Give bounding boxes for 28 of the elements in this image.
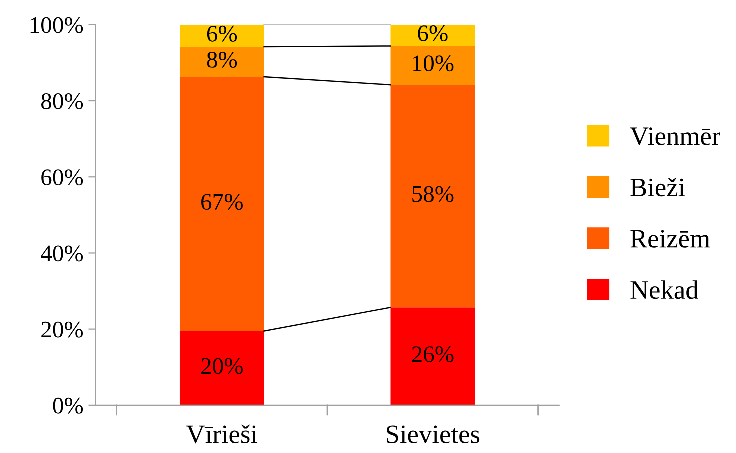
bar xyxy=(390,46,476,86)
x-tick-label: Sievietes xyxy=(387,426,480,444)
y-tick-label: 20% xyxy=(42,322,84,338)
bar xyxy=(180,24,264,47)
legend-label: Vienmēr xyxy=(630,128,720,146)
y-tick-label: 40% xyxy=(41,246,84,262)
y-tick-label: 80% xyxy=(41,94,84,110)
data-label: 26% xyxy=(412,346,454,363)
legend-label: Bieži xyxy=(630,178,686,197)
data-label: 8% xyxy=(207,52,238,68)
x-tick-label: Vīrieši xyxy=(186,424,258,444)
y-tick-label: 60% xyxy=(42,170,84,186)
data-label: 67% xyxy=(202,194,243,210)
bar xyxy=(390,24,476,46)
data-label: 10% xyxy=(413,56,454,72)
y-tick-label: 0% xyxy=(53,398,84,414)
data-label: 20% xyxy=(202,358,243,374)
data-label: 58% xyxy=(412,186,454,202)
data-label: 6% xyxy=(207,26,238,42)
bar xyxy=(390,85,476,308)
bar xyxy=(180,46,264,78)
bar xyxy=(390,308,476,406)
bar xyxy=(180,331,264,406)
legend-label: Reizēm xyxy=(630,230,710,248)
legend-label: Nekad xyxy=(630,280,699,300)
y-tick-label: 100% xyxy=(30,17,84,34)
data-label: 6% xyxy=(418,26,448,42)
bar xyxy=(180,77,264,332)
